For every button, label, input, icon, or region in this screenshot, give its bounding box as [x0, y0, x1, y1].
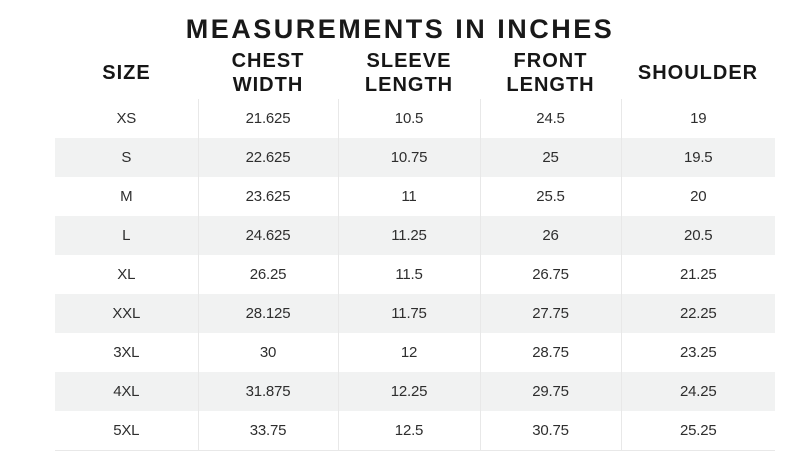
column-header-front-length: FRONT LENGTH	[506, 50, 595, 96]
page-title: MEASUREMENTS IN INCHES	[185, 14, 615, 44]
cell-chest-width: 21.625	[197, 99, 338, 138]
cell-sleeve-length: 11.25	[337, 216, 480, 255]
cell-size: XXL	[112, 305, 141, 322]
table-row-xs: XS 21.625 10.5 24.5 19	[55, 99, 775, 138]
cell-shoulder: 24.25	[620, 372, 775, 411]
table-row-s: S 22.625 10.75 25 19.5	[55, 138, 775, 177]
cell-sleeve-length: 12.5	[337, 411, 480, 451]
cell-chest-width: 26.25	[197, 255, 338, 294]
column-header-shoulder: SHOULDER	[637, 62, 759, 84]
cell-size: M	[120, 188, 133, 205]
table-row-5xl: 5XL 33.75 12.5 30.75 25.25	[55, 411, 775, 451]
cell-shoulder: 19	[620, 99, 775, 138]
cell-front-length: 24.5	[479, 99, 621, 138]
cell-front-length: 27.75	[479, 294, 621, 333]
cell-chest-width: 22.625	[197, 138, 338, 177]
table-row-m: M 23.625 11 25.5 20	[55, 177, 775, 216]
cell-front-length: 29.75	[479, 372, 621, 411]
table-header: SIZE CHEST WIDTH SLEEVE LENGTH FRONT LEN…	[55, 47, 775, 99]
column-header-chest-width: CHEST WIDTH	[231, 50, 305, 96]
cell-size: 5XL	[113, 422, 140, 439]
cell-chest-width: 33.75	[197, 411, 338, 451]
cell-sleeve-length: 11	[337, 177, 480, 216]
cell-size: L	[122, 227, 131, 244]
cell-sleeve-length: 11.75	[337, 294, 480, 333]
cell-shoulder: 25.25	[620, 411, 775, 451]
table-body: XS 21.625 10.5 24.5 19 S 22.625 10.75 25…	[55, 99, 775, 451]
cell-sleeve-length: 10.5	[337, 99, 480, 138]
cell-chest-width: 30	[197, 333, 338, 372]
table-row-xl: XL 26.25 11.5 26.75 21.25	[55, 255, 775, 294]
cell-chest-width: 24.625	[197, 216, 338, 255]
column-header-sleeve-length: SLEEVE LENGTH	[364, 50, 454, 96]
cell-shoulder: 20	[620, 177, 775, 216]
cell-size: XS	[116, 110, 137, 127]
cell-sleeve-length: 12	[337, 333, 480, 372]
cell-chest-width: 31.875	[197, 372, 338, 411]
measurements-table: SIZE CHEST WIDTH SLEEVE LENGTH FRONT LEN…	[55, 47, 775, 451]
table-row-3xl: 3XL 30 12 28.75 23.25	[55, 333, 775, 372]
cell-chest-width: 28.125	[197, 294, 338, 333]
cell-shoulder: 23.25	[620, 333, 775, 372]
table-row-xxl: XXL 28.125 11.75 27.75 22.25	[55, 294, 775, 333]
cell-front-length: 30.75	[479, 411, 621, 451]
cell-front-length: 25.5	[479, 177, 621, 216]
cell-size: XL	[117, 266, 136, 283]
table-row-4xl: 4XL 31.875 12.25 29.75 24.25	[55, 372, 775, 411]
cell-sleeve-length: 10.75	[337, 138, 480, 177]
cell-size: S	[121, 149, 132, 166]
cell-size: 4XL	[113, 383, 140, 400]
table-row-l: L 24.625 11.25 26 20.5	[55, 216, 775, 255]
cell-sleeve-length: 12.25	[337, 372, 480, 411]
cell-shoulder: 21.25	[620, 255, 775, 294]
cell-front-length: 26	[479, 216, 621, 255]
cell-front-length: 26.75	[479, 255, 621, 294]
cell-sleeve-length: 11.5	[337, 255, 480, 294]
cell-shoulder: 22.25	[620, 294, 775, 333]
table-header-row: SIZE CHEST WIDTH SLEEVE LENGTH FRONT LEN…	[55, 47, 775, 99]
cell-shoulder: 19.5	[620, 138, 775, 177]
cell-chest-width: 23.625	[197, 177, 338, 216]
cell-size: 3XL	[113, 344, 140, 361]
cell-front-length: 28.75	[479, 333, 621, 372]
column-header-size: SIZE	[102, 62, 151, 84]
cell-front-length: 25	[479, 138, 621, 177]
cell-shoulder: 20.5	[620, 216, 775, 255]
